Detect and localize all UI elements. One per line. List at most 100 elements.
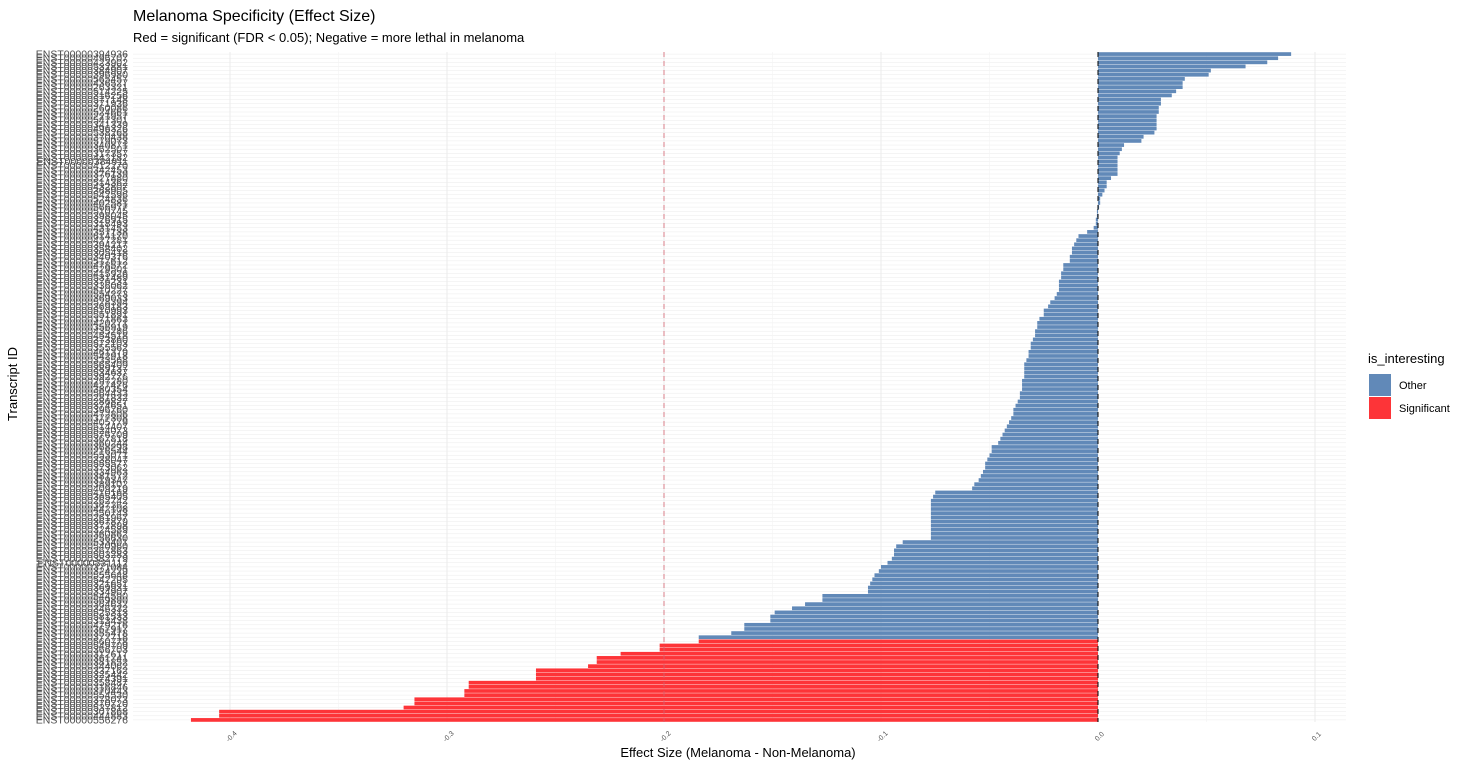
y-tick-label: ENST00000537812 xyxy=(36,702,128,714)
bar-ENST00000531489 xyxy=(1061,275,1098,280)
bar-ENST00000350743 xyxy=(930,511,1098,516)
y-tick-label: ENST00000342453 xyxy=(36,164,128,176)
legend-title: is_interesting xyxy=(1368,351,1445,366)
bar-ENST00000436527 xyxy=(1098,81,1183,85)
bar-ENST00000356919 xyxy=(1037,325,1098,329)
y-tick-label: ENST00000544590 xyxy=(36,590,128,602)
y-tick-label: ENST00000316256 xyxy=(36,90,128,102)
y-tick-label: ENST00000316846 xyxy=(36,681,128,693)
y-tick-label: ENST00000405779 xyxy=(36,417,128,429)
bar-ENST00000355562 xyxy=(1030,345,1098,350)
y-tick-label: ENST00000565409 xyxy=(36,359,128,371)
bar-ENST00000496326 xyxy=(1098,126,1157,131)
y-tick-label: ENST00000263321 xyxy=(36,82,128,94)
y-tick-label: ENST00000318493 xyxy=(36,218,128,230)
y-tick-label: ENST00000281832 xyxy=(36,392,128,404)
bar-ENST00000384911 xyxy=(1098,159,1118,164)
bar-ENST00000316846 xyxy=(468,684,1098,689)
bar-ENST00000373062 xyxy=(985,465,1098,470)
bar-ENST00000341339 xyxy=(1098,122,1157,127)
bar-ENST00000382779 xyxy=(891,556,1098,561)
y-tick-label: ENST00000529501 xyxy=(36,264,128,276)
y-tick-label: ENST00000361741 xyxy=(36,652,128,664)
bar-ENST00000361741 xyxy=(596,656,1098,660)
bar-ENST00000344062 xyxy=(588,664,1098,669)
y-tick-label: ENST00000336062 xyxy=(36,280,128,292)
y-tick-label: ENST00000510227 xyxy=(36,284,128,296)
y-tick-label: ENST00000368905 xyxy=(36,185,128,197)
y-tick-label: ENST00000372718 xyxy=(36,632,128,644)
y-tick-label: ENST00000319347 xyxy=(36,475,128,487)
y-tick-label: ENST00000553071 xyxy=(36,450,128,462)
bar-ENST00000555577 xyxy=(985,461,1098,466)
bar-ENST00000340376 xyxy=(1069,254,1098,259)
y-tick-label: ENST00000260086 xyxy=(36,102,128,114)
y-tick-label: ENST00000444883 xyxy=(36,710,128,722)
bar-ENST00000577148 xyxy=(1098,97,1161,102)
bar-ENST00000369033 xyxy=(1054,296,1098,300)
bar-ENST00000564433 xyxy=(1019,391,1098,396)
y-tick-label: ENST00000572103 xyxy=(36,338,128,350)
y-tick-label: ENST00000371084 xyxy=(36,561,128,573)
bar-ENST00000355478 xyxy=(731,631,1098,635)
bar-ENST00000542295 xyxy=(872,577,1098,582)
y-tick-label: ENST00000325442 xyxy=(36,669,128,681)
bar-ENST00000402581 xyxy=(1098,201,1101,205)
y-tick-label: ENST00000333568 xyxy=(36,355,128,367)
bar-ENST00000316256 xyxy=(1098,93,1172,98)
legend-label-other: Other xyxy=(1399,380,1427,392)
bar-ENST00000371863 xyxy=(1039,316,1098,321)
y-tick-label: ENST00000389102 xyxy=(36,479,128,491)
y-tick-label: ENST00000372898 xyxy=(36,520,128,532)
bar-ENST00000305418 xyxy=(1071,250,1098,255)
bar-ENST00000360862 xyxy=(930,531,1098,536)
y-tick-label: ENST00000556276 xyxy=(36,714,128,726)
bar-ENST00000368298 xyxy=(991,445,1098,449)
y-tick-label: ENST00000331112 xyxy=(37,557,128,569)
bar-ENST00000549709 xyxy=(659,643,1098,648)
bar-ENST00000319347 xyxy=(978,478,1098,482)
y-tick-label: ENST00000549709 xyxy=(36,640,128,652)
bar-ENST00000554530 xyxy=(464,693,1098,697)
y-tick-label: ENST00000420271 xyxy=(36,317,128,329)
bar-ENST00000337162 xyxy=(535,668,1098,673)
y-tick-label: ENST00000371863 xyxy=(36,313,128,325)
bars xyxy=(190,52,1292,722)
y-tick-label: ENST00000360244 xyxy=(36,437,128,449)
y-tick-label: ENST00000382779 xyxy=(36,553,128,565)
y-tick-label: ENST00000381852 xyxy=(36,657,128,669)
y-tick-label: ENST00000334907 xyxy=(36,586,128,598)
y-tick-label: ENST00000362507 xyxy=(36,144,128,156)
y-tick-label: ENST00000566977 xyxy=(36,202,128,214)
y-tick-label: ENST00000554273 xyxy=(36,288,128,300)
y-tick-label: ENST00000344062 xyxy=(36,661,128,673)
bar-ENST00000553071 xyxy=(989,453,1098,458)
y-tick-label: ENST00000340376 xyxy=(36,251,128,263)
bar-ENST00000394936 xyxy=(1098,52,1292,56)
bar-ENST00000420271 xyxy=(1037,321,1098,325)
chart-title: Melanoma Specificity (Effect Size) xyxy=(133,8,375,25)
reference-lines xyxy=(663,52,1099,722)
bar-ENST00000569890 xyxy=(822,598,1098,602)
y-axis-title: Transcript ID xyxy=(5,347,20,421)
bar-ENST00000261967 xyxy=(930,515,1098,520)
y-tick-label: ENST00000366703 xyxy=(36,644,128,656)
y-tick-label: ENST00000376139 xyxy=(36,169,128,181)
bar-ENST00000281832 xyxy=(1019,395,1098,400)
bar-ENST00000394217 xyxy=(1074,242,1098,247)
bar-ENST00000510227 xyxy=(1058,287,1098,292)
y-tick-label: ENST00000334963 xyxy=(36,466,128,478)
y-tick-label: ENST00000423902 xyxy=(36,57,128,69)
bar-ENST00000334907 xyxy=(867,589,1098,594)
bar-ENST00000331112 xyxy=(887,560,1098,565)
y-tick-label: ENST00000532881 xyxy=(36,61,128,73)
y-tick-label: ENST00000432807 xyxy=(36,181,128,193)
y-tick-label: ENST00000374391 xyxy=(36,673,128,685)
bar-ENST00000427281 xyxy=(1076,238,1098,243)
bar-ENST00000364632 xyxy=(805,602,1098,606)
bar-ENST00000360244 xyxy=(998,440,1098,445)
bar-ENST00000503283 xyxy=(894,552,1098,557)
y-tick-label: ENST00000369931 xyxy=(36,582,128,594)
bar-ENST00000325442 xyxy=(535,672,1098,677)
bar-ENST00000579073 xyxy=(1098,139,1142,143)
